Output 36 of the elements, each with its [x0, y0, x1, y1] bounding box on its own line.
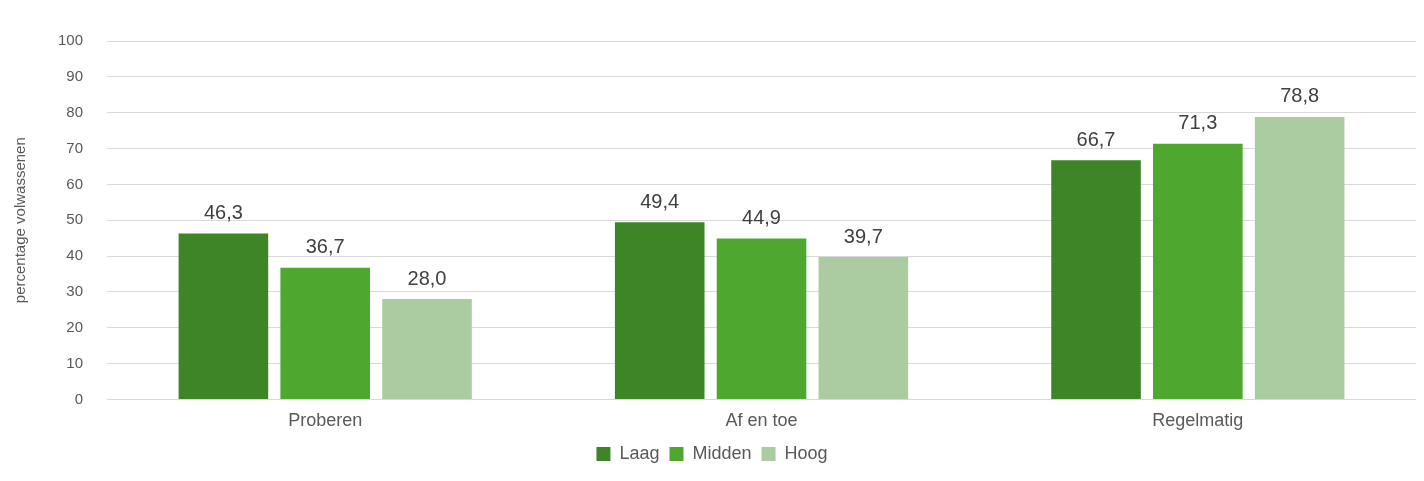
- y-tick-label: 0: [74, 389, 84, 407]
- bar: [1254, 116, 1345, 399]
- bar: [716, 238, 807, 399]
- data-label: 44,9: [742, 205, 781, 228]
- y-tick-label: 40: [66, 246, 84, 264]
- y-tick-label: 60: [66, 174, 84, 192]
- bar: [614, 222, 705, 399]
- legend-label: Laag: [619, 442, 660, 463]
- bar: [382, 299, 472, 399]
- bar: [1051, 160, 1141, 399]
- y-tick-label: 50: [66, 210, 84, 228]
- legend-label: Hoog: [784, 442, 828, 463]
- x-tick-label: Af en toe: [725, 410, 798, 431]
- y-axis-title: percentage volwassenen: [11, 137, 29, 304]
- data-label: 66,7: [1076, 127, 1116, 150]
- y-tick-label: 100: [58, 31, 84, 49]
- y-tick-label: 90: [66, 66, 84, 84]
- y-tick-label: 30: [66, 282, 84, 300]
- bar: [1153, 143, 1243, 399]
- legend-label: Midden: [692, 442, 752, 463]
- x-tick-label: Proberen: [288, 410, 363, 431]
- x-tick-label: Regelmatig: [1152, 410, 1244, 431]
- bar: [178, 233, 269, 399]
- data-label: 49,4: [640, 189, 680, 212]
- bar: [818, 257, 909, 399]
- y-tick-label: 10: [66, 353, 84, 371]
- y-tick-label: 80: [66, 102, 84, 120]
- data-label: 46,3: [203, 200, 243, 223]
- data-label: 28,0: [407, 266, 447, 289]
- y-tick-label: 20: [66, 317, 84, 335]
- data-label: 39,7: [843, 224, 883, 247]
- bar: [280, 267, 370, 399]
- data-label: 36,7: [305, 235, 345, 258]
- y-tick-label: 70: [66, 138, 84, 156]
- data-label: 78,8: [1280, 84, 1320, 107]
- data-label: 71,3: [1178, 111, 1218, 134]
